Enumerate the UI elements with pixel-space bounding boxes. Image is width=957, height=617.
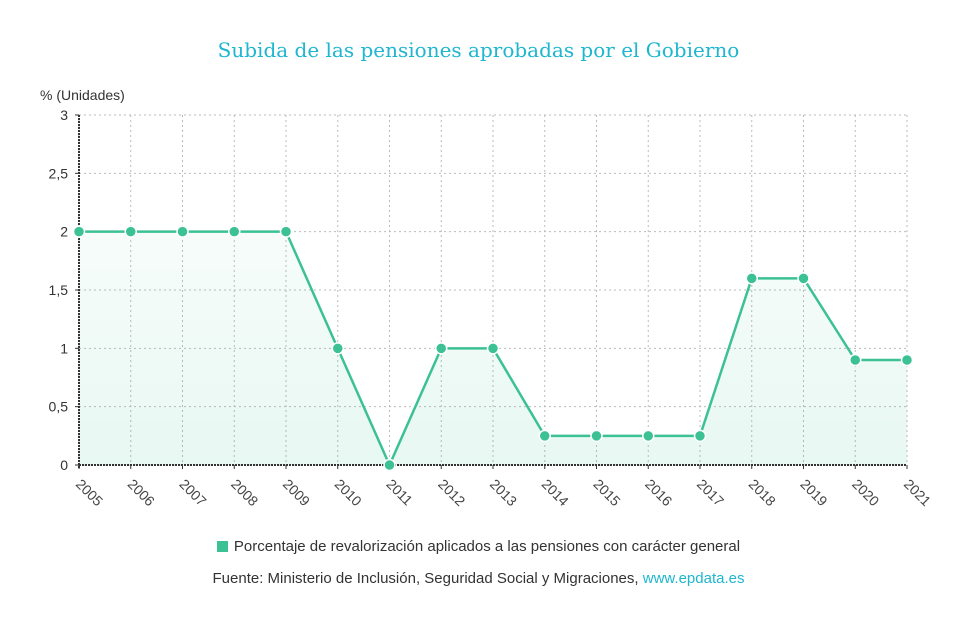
data-point[interactable] bbox=[745, 272, 758, 285]
y-tick-label: 2 bbox=[60, 224, 68, 240]
data-point[interactable] bbox=[693, 429, 707, 443]
data-point[interactable] bbox=[900, 353, 914, 367]
y-tick-label: 0,5 bbox=[49, 399, 69, 415]
x-tick-label: 2011 bbox=[383, 476, 416, 509]
y-axis-label: % (Unidades) bbox=[40, 87, 125, 103]
data-points bbox=[72, 225, 914, 472]
data-point[interactable] bbox=[590, 429, 603, 443]
x-tick-label: 2017 bbox=[694, 476, 727, 509]
x-tick-label: 2021 bbox=[901, 476, 934, 509]
data-point[interactable] bbox=[538, 429, 551, 443]
x-tick-label: 2005 bbox=[73, 476, 106, 509]
data-point[interactable] bbox=[486, 342, 500, 355]
data-point[interactable] bbox=[383, 458, 396, 472]
y-tick-label: 1,5 bbox=[49, 282, 69, 298]
x-tick-label: 2009 bbox=[280, 476, 313, 509]
y-tick-label: 3 bbox=[60, 107, 68, 123]
data-point[interactable] bbox=[279, 225, 293, 238]
legend-label: Porcentaje de revalorización aplicados a… bbox=[233, 538, 741, 555]
y-tick-label: 1 bbox=[60, 340, 68, 356]
data-point[interactable] bbox=[642, 429, 655, 443]
x-tick-label: 2010 bbox=[332, 476, 365, 509]
data-point[interactable] bbox=[849, 353, 862, 367]
x-tick-label: 2019 bbox=[797, 476, 830, 509]
source-link[interactable]: www.epdata.es bbox=[642, 570, 745, 587]
x-tick-label: 2012 bbox=[435, 476, 468, 509]
x-tick-label: 2014 bbox=[539, 476, 572, 509]
legend-swatch-icon bbox=[216, 541, 228, 552]
x-tick-label: 2013 bbox=[487, 476, 520, 509]
chart-title: Subida de las pensiones aprobadas por el… bbox=[217, 38, 740, 62]
data-point[interactable] bbox=[124, 225, 137, 238]
x-tick-label: 2007 bbox=[176, 476, 209, 509]
data-point[interactable] bbox=[176, 225, 189, 238]
x-axis-ticks: 2005 2006 2007 2008 2009 2010 2011 2012 2013 2014… bbox=[73, 465, 934, 509]
data-point[interactable] bbox=[72, 225, 86, 238]
data-point[interactable] bbox=[797, 272, 810, 285]
data-point[interactable] bbox=[331, 342, 344, 355]
x-tick-label: 2018 bbox=[746, 476, 779, 509]
data-point[interactable] bbox=[228, 225, 241, 238]
y-axis-ticks: 0 0,5 1 1,5 2 2,5 3 bbox=[49, 107, 79, 473]
y-tick-label: 0 bbox=[60, 457, 68, 473]
source-note: Fuente: Ministerio de Inclusión, Segurid… bbox=[0, 570, 957, 587]
x-tick-label: 2006 bbox=[125, 476, 158, 509]
x-tick-label: 2008 bbox=[228, 476, 261, 509]
source-text: Fuente: Ministerio de Inclusión, Segurid… bbox=[212, 570, 643, 587]
x-tick-label: 2015 bbox=[590, 476, 623, 509]
y-tick-label: 2,5 bbox=[49, 165, 69, 181]
x-tick-label: 2016 bbox=[642, 476, 675, 509]
x-tick-label: 2020 bbox=[849, 476, 882, 509]
data-point[interactable] bbox=[435, 342, 448, 355]
legend[interactable]: Porcentaje de revalorización aplicados a… bbox=[0, 538, 957, 555]
